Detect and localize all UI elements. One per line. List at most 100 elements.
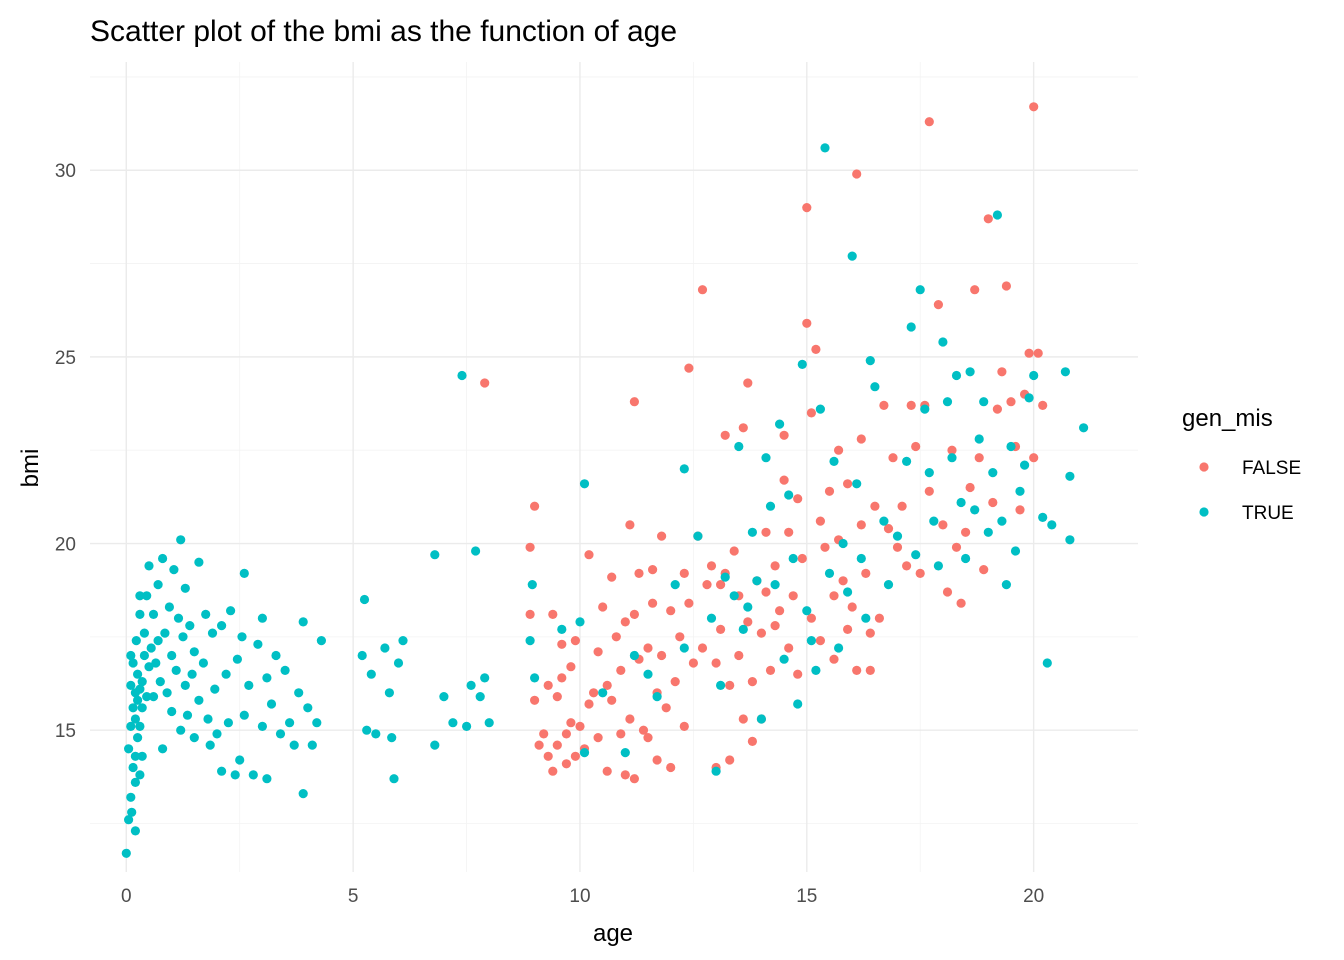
point-false: [983, 214, 993, 224]
y-tick-label: 30: [55, 161, 76, 182]
point-true: [393, 658, 404, 668]
point-false: [974, 453, 984, 463]
point-false: [607, 695, 617, 705]
point-true: [938, 337, 948, 347]
point-false: [729, 546, 739, 556]
point-false: [743, 378, 753, 388]
point-false: [802, 318, 812, 328]
point-false: [566, 662, 576, 672]
point-false: [779, 475, 789, 485]
point-false: [961, 527, 971, 537]
point-false: [879, 400, 889, 410]
point-true: [203, 714, 213, 724]
point-false: [716, 580, 726, 590]
point-false: [815, 636, 826, 646]
point-true: [121, 848, 131, 858]
x-tick-label: 20: [1023, 886, 1044, 907]
point-true: [207, 628, 218, 638]
point-true: [711, 766, 721, 776]
point-true: [312, 718, 322, 728]
x-tick-label: 10: [569, 886, 590, 907]
x-axis-title: age: [593, 920, 633, 947]
x-tick-label: 5: [348, 886, 359, 907]
point-false: [897, 501, 907, 511]
point-true: [734, 441, 744, 452]
point-true: [620, 748, 630, 758]
point-true: [262, 673, 272, 683]
point-false: [942, 587, 953, 597]
x-tick-labels: 0 5 10 15 20: [121, 886, 1044, 907]
point-true: [289, 740, 299, 750]
point-true: [171, 665, 181, 676]
point-false: [738, 423, 748, 433]
point-false: [770, 561, 780, 571]
point-true: [961, 553, 971, 564]
point-false: [902, 561, 912, 571]
point-false: [706, 561, 717, 571]
point-true: [285, 718, 295, 728]
chart-title: Scatter plot of the bmi as the function …: [90, 15, 677, 48]
point-true: [765, 501, 776, 511]
point-true: [911, 550, 921, 560]
point-true: [137, 751, 147, 761]
point-false: [865, 628, 875, 638]
point-false: [979, 565, 989, 575]
point-true: [387, 733, 397, 743]
point-true: [997, 516, 1007, 526]
point-false: [602, 680, 612, 691]
point-true: [303, 703, 313, 713]
legend-key-false: [1199, 462, 1209, 472]
point-true: [1065, 535, 1075, 545]
point-true: [729, 591, 739, 601]
point-true: [811, 665, 821, 676]
point-true: [126, 650, 136, 661]
point-false: [584, 699, 594, 709]
point-true: [756, 714, 767, 724]
point-true: [924, 468, 934, 478]
point-false: [620, 770, 630, 780]
point-false: [530, 695, 540, 705]
point-true: [366, 669, 376, 679]
point-false: [784, 643, 794, 653]
point-false: [775, 606, 785, 616]
point-true: [471, 546, 481, 556]
point-true: [1042, 658, 1052, 668]
point-false: [666, 606, 676, 616]
point-true: [128, 762, 138, 773]
point-false: [924, 117, 934, 127]
point-true: [834, 643, 844, 653]
point-false: [765, 665, 776, 676]
point-true: [933, 561, 944, 571]
point-true: [180, 680, 190, 691]
point-false: [629, 397, 640, 407]
point-true: [182, 710, 193, 720]
point-true: [212, 729, 222, 739]
point-false: [539, 729, 549, 739]
point-true: [205, 740, 215, 750]
point-false: [829, 654, 839, 664]
point-false: [629, 774, 640, 784]
point-false: [770, 621, 780, 631]
point-false: [938, 520, 948, 530]
point-true: [1065, 471, 1075, 481]
point-false: [1015, 505, 1025, 515]
point-true: [1047, 520, 1057, 530]
point-true: [979, 397, 989, 407]
point-true: [706, 613, 717, 623]
point-true: [389, 774, 399, 784]
point-false: [806, 408, 817, 418]
point-true: [144, 662, 154, 672]
point-false: [874, 613, 885, 623]
point-true: [761, 453, 771, 463]
point-true: [430, 550, 440, 560]
point-true: [124, 815, 134, 825]
point-true: [1060, 367, 1070, 377]
point-false: [1029, 102, 1039, 112]
point-true: [747, 527, 758, 537]
point-true: [257, 613, 267, 623]
point-false: [561, 759, 572, 769]
point-false: [856, 434, 866, 444]
point-false: [784, 527, 794, 537]
point-false: [951, 542, 962, 552]
point-false: [834, 445, 844, 455]
